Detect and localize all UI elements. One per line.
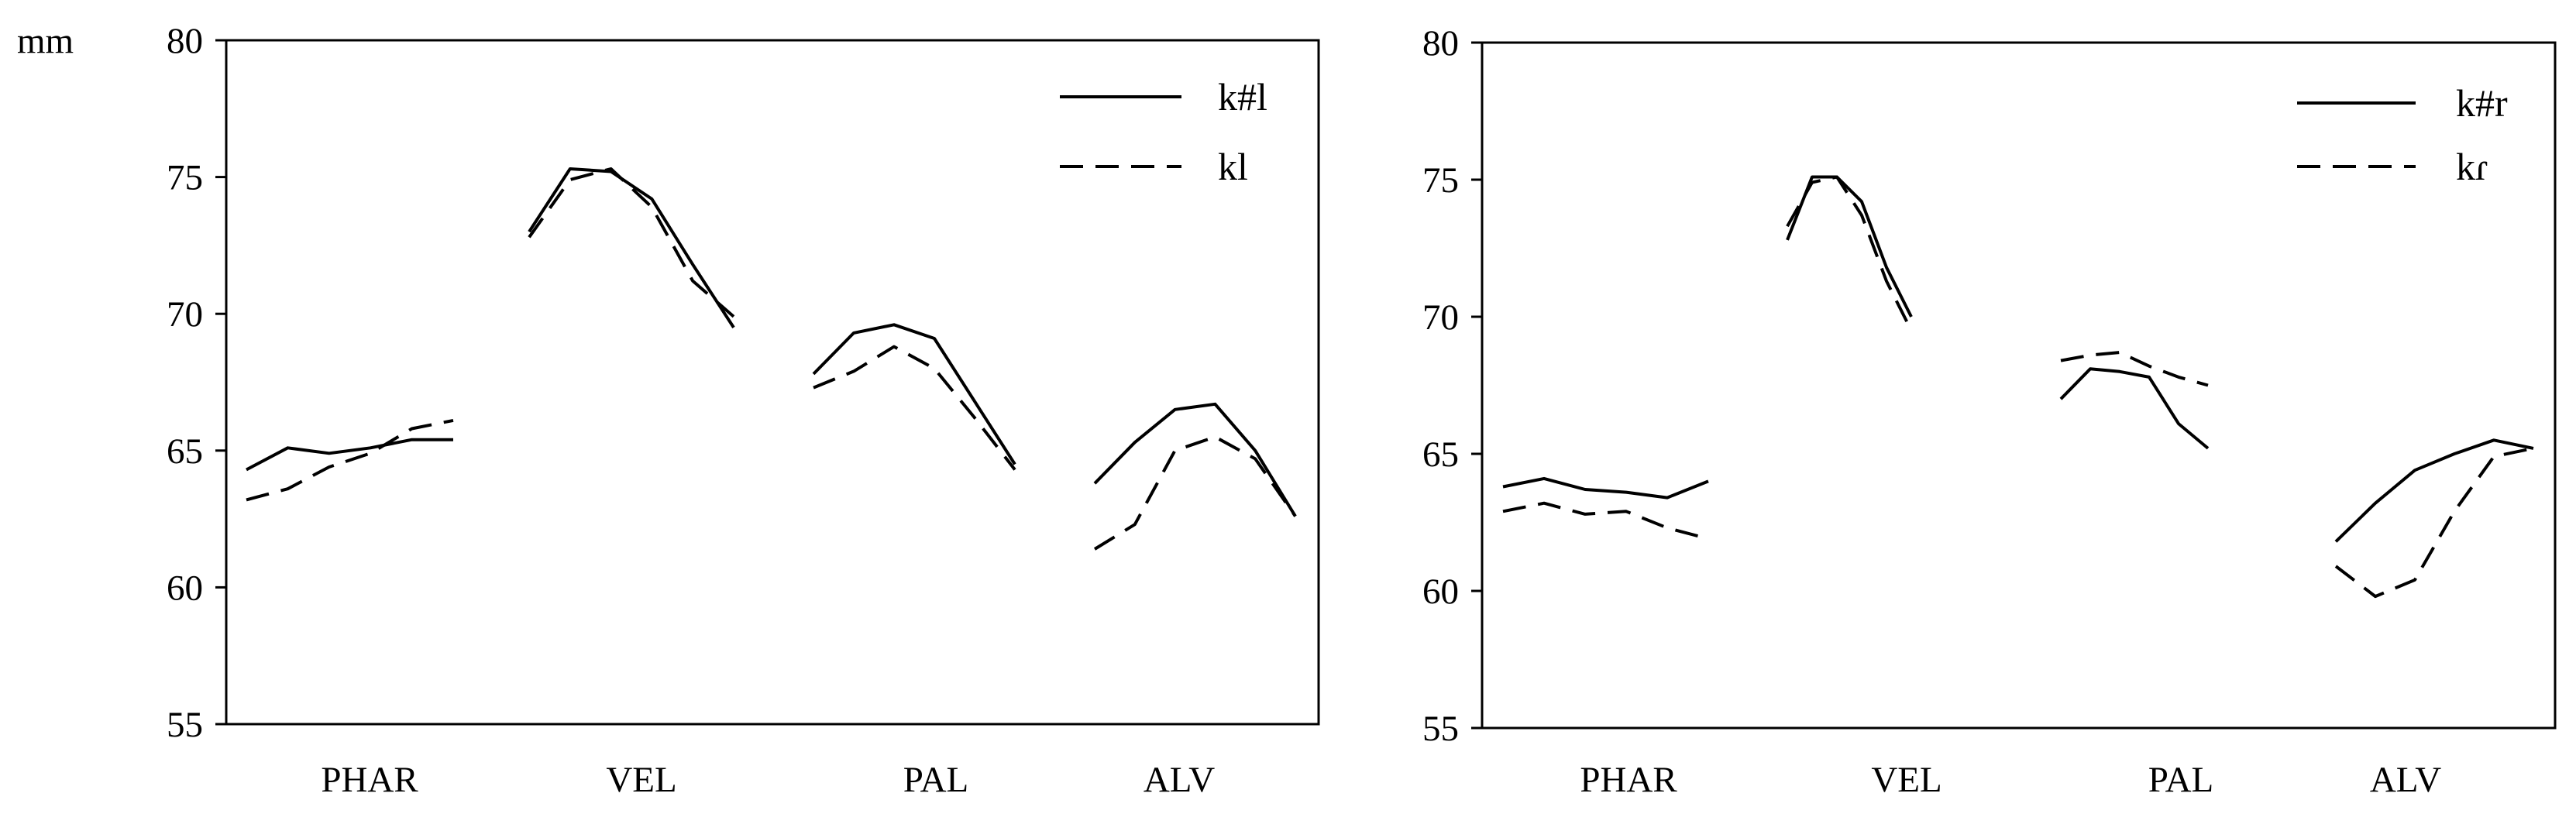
y-tick-label: 75	[167, 158, 203, 198]
series-line-solid-vel	[1786, 175, 1913, 318]
y-tick-label: 80	[1422, 23, 1459, 64]
x-category-label: VEL	[606, 760, 676, 800]
series-line-dashed-alv	[1093, 435, 1297, 551]
y-tick-label: 70	[1422, 297, 1459, 338]
y-tick-label: 55	[167, 705, 203, 745]
series-line-dashed-phar	[1502, 501, 1709, 541]
series-line-solid-phar	[246, 438, 453, 472]
y-tick-label: 75	[1422, 160, 1459, 201]
y-tick-label: 55	[1422, 709, 1459, 749]
x-category-label: PAL	[903, 760, 968, 800]
y-tick-label: 60	[1422, 572, 1459, 612]
legend-label: kl	[1218, 145, 1248, 188]
left-chart-panel: 55 60 65 70 75 80 PHAR VEL PAL ALV mm k#l kl	[17, 21, 1320, 800]
y-tick-label: 70	[167, 294, 203, 335]
series-line-dashed-pal	[2060, 351, 2209, 387]
series-line-dashed-pal	[813, 345, 1016, 471]
plot-area-frame	[225, 39, 1320, 726]
y-tick-label: 80	[167, 21, 203, 61]
x-category-label: PHAR	[321, 760, 418, 800]
series-line-solid-pal	[2059, 367, 2210, 450]
series-line-solid-alv	[1093, 402, 1297, 517]
series-line-solid-pal	[812, 323, 1016, 465]
x-category-label: ALV	[1144, 760, 1215, 800]
legend-label: kɾ	[2456, 145, 2488, 188]
series-line-dashed-alv	[2334, 446, 2534, 599]
plot-area-frame	[1481, 41, 2557, 730]
series-line-dashed-phar	[246, 418, 454, 502]
x-category-label: VEL	[1871, 760, 1941, 800]
y-tick-label: 60	[167, 568, 203, 608]
legend-label: k#l	[1218, 75, 1267, 118]
series-line-dashed-vel	[1786, 175, 1913, 331]
y-unit-label: mm	[17, 21, 74, 61]
x-category-label: PHAR	[1580, 760, 1677, 800]
legend-label: k#r	[2456, 81, 2508, 125]
x-category-label: ALV	[2370, 760, 2441, 800]
y-tick-label: 65	[1422, 434, 1459, 475]
right-chart-panel: 55 60 65 70 75 80 PHAR VEL PAL ALV k#r kɾ	[1422, 23, 2557, 800]
series-line-dashed-vel	[528, 167, 735, 318]
y-tick-label: 65	[167, 431, 203, 472]
x-category-label: PAL	[2148, 760, 2213, 800]
series-line-solid-phar	[1502, 476, 1709, 500]
series-line-solid-alv	[2334, 438, 2534, 543]
series-line-solid-vel	[528, 167, 735, 328]
